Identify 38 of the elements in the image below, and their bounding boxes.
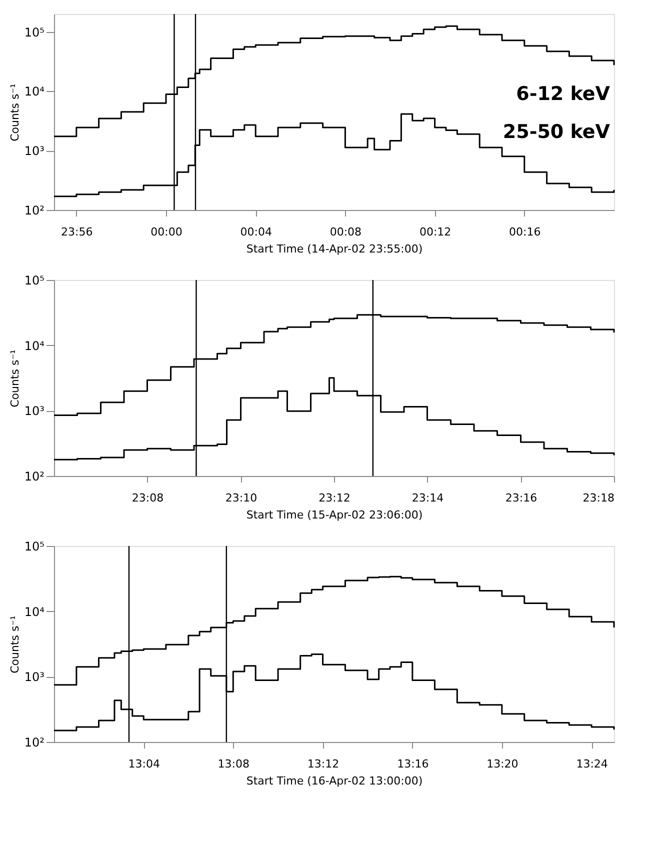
x-axis-title: Start Time (15-Apr-02 23:06:00) [246, 508, 423, 522]
x-tick-label: 00:00 [150, 226, 182, 238]
x-tick-label: 00:08 [330, 226, 362, 238]
x-tick-label: 13:08 [218, 758, 250, 770]
x-tick-label: 23:08 [132, 492, 164, 504]
x-tick-label: 00:16 [509, 226, 541, 238]
y-tick-label: 10² [24, 736, 45, 750]
y-tick-label: 10⁵ [24, 540, 45, 554]
y-tick-label: 10² [24, 470, 45, 484]
y-tick-label: 10³ [24, 404, 45, 418]
x-axis-title: Start Time (16-Apr-02 13:00:00) [246, 774, 423, 788]
x-tick-label: 13:04 [128, 758, 160, 770]
x-tick-label: 23:18 [582, 492, 614, 504]
x-tick-label: 13:12 [307, 758, 340, 770]
y-tick-label: 10² [24, 204, 45, 218]
x-tick-label: 13:16 [397, 758, 429, 770]
y-axis-title: Counts s⁻¹ [8, 616, 22, 674]
x-tick-label: 23:56 [61, 226, 93, 238]
y-tick-label: 10³ [24, 144, 45, 158]
y-tick-label: 10⁴ [24, 84, 45, 99]
y-tick-label: 10⁴ [24, 338, 45, 353]
x-tick-label: 13:24 [576, 758, 608, 770]
x-tick-label: 00:12 [419, 226, 452, 238]
y-tick-label: 10⁵ [24, 25, 45, 40]
x-tick-label: 13:20 [486, 758, 518, 770]
series-label: 6-12 keV [516, 83, 610, 105]
x-tick-label: 23:12 [318, 492, 350, 504]
y-axis-title: Counts s⁻¹ [8, 84, 22, 142]
y-tick-label: 10⁴ [24, 604, 45, 619]
x-tick-label: 00:04 [240, 226, 272, 238]
x-tick-label: 23:10 [225, 492, 258, 504]
series-label: 25-50 keV [502, 121, 610, 143]
y-tick-label: 10³ [24, 670, 45, 684]
x-tick-label: 23:14 [412, 492, 444, 504]
x-tick-label: 23:16 [505, 492, 538, 504]
x-axis-title: Start Time (14-Apr-02 23:55:00) [246, 242, 423, 256]
y-axis-title: Counts s⁻¹ [8, 350, 22, 408]
y-tick-label: 10⁵ [24, 274, 45, 288]
